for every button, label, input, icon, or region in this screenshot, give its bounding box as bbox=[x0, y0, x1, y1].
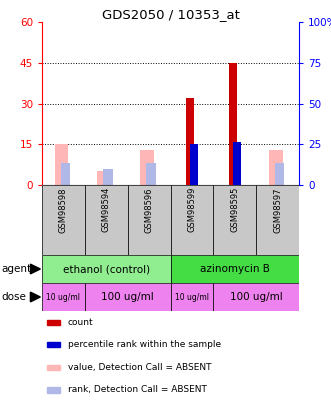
Text: GSM98598: GSM98598 bbox=[59, 187, 68, 232]
Bar bbox=[140, 150, 154, 185]
Text: GSM98596: GSM98596 bbox=[145, 187, 154, 232]
Bar bbox=[269, 150, 283, 185]
Text: azinomycin B: azinomycin B bbox=[200, 264, 270, 274]
Bar bbox=[85, 283, 170, 311]
Text: rank, Detection Call = ABSENT: rank, Detection Call = ABSENT bbox=[68, 386, 207, 394]
Bar bbox=[61, 163, 70, 185]
Bar bbox=[233, 141, 241, 185]
Text: percentile rank within the sample: percentile rank within the sample bbox=[68, 340, 221, 350]
Text: 100 ug/ml: 100 ug/ml bbox=[230, 292, 283, 302]
Text: GSM98595: GSM98595 bbox=[230, 187, 239, 232]
Bar bbox=[213, 283, 299, 311]
Text: value, Detection Call = ABSENT: value, Detection Call = ABSENT bbox=[68, 363, 211, 372]
Text: agent: agent bbox=[2, 264, 32, 274]
Text: GSM98594: GSM98594 bbox=[102, 187, 111, 232]
Polygon shape bbox=[30, 292, 40, 302]
Bar bbox=[47, 320, 60, 325]
Bar bbox=[42, 255, 170, 283]
Bar bbox=[146, 163, 156, 185]
Bar bbox=[55, 144, 68, 185]
Bar bbox=[170, 283, 213, 311]
Bar bbox=[85, 185, 128, 255]
Bar bbox=[170, 185, 213, 255]
Bar bbox=[47, 387, 60, 392]
Bar bbox=[190, 144, 198, 185]
Text: 10 ug/ml: 10 ug/ml bbox=[46, 292, 80, 301]
Bar bbox=[103, 169, 113, 185]
Title: GDS2050 / 10353_at: GDS2050 / 10353_at bbox=[102, 8, 239, 21]
Bar bbox=[275, 163, 284, 185]
Bar bbox=[213, 185, 256, 255]
Text: GSM98597: GSM98597 bbox=[273, 187, 282, 232]
Text: GSM98599: GSM98599 bbox=[187, 187, 196, 232]
Bar bbox=[256, 185, 299, 255]
Bar bbox=[170, 255, 299, 283]
Bar bbox=[229, 63, 237, 185]
Bar bbox=[97, 171, 111, 185]
Bar bbox=[47, 365, 60, 370]
Bar bbox=[47, 342, 60, 347]
Text: 10 ug/ml: 10 ug/ml bbox=[175, 292, 209, 301]
Text: count: count bbox=[68, 318, 93, 327]
Bar bbox=[128, 185, 170, 255]
Text: 100 ug/ml: 100 ug/ml bbox=[101, 292, 154, 302]
Text: dose: dose bbox=[2, 292, 26, 302]
Polygon shape bbox=[30, 264, 40, 274]
Bar bbox=[42, 185, 85, 255]
Text: ethanol (control): ethanol (control) bbox=[63, 264, 150, 274]
Bar bbox=[186, 98, 194, 185]
Bar bbox=[42, 283, 85, 311]
